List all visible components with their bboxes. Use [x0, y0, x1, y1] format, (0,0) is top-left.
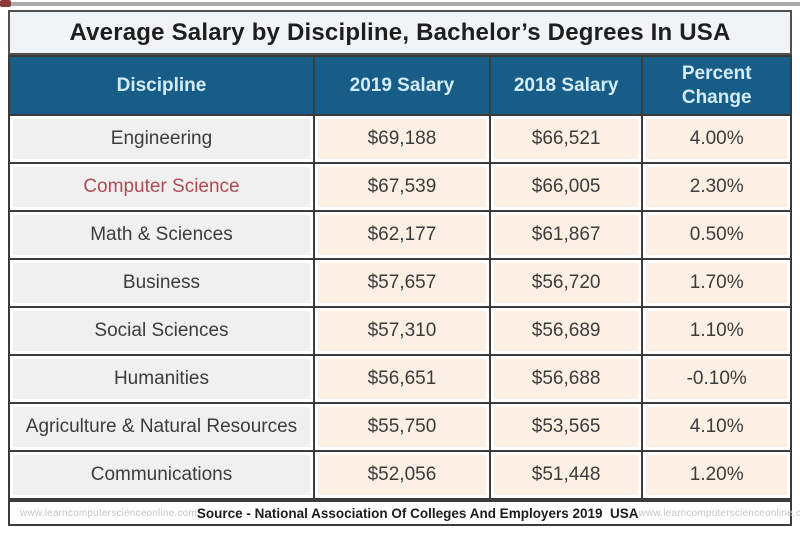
col-header-2019-salary: 2019 Salary	[312, 55, 491, 116]
col-header-percent-change-label: Percent Change	[681, 62, 752, 108]
table-row: Communications $52,056 $51,448 1.20%	[8, 450, 792, 500]
cell-2019-salary: $57,310	[312, 306, 491, 356]
cell-discipline: Communications	[8, 450, 315, 500]
source-bar: www.learncomputerscienceonline.com Sourc…	[8, 500, 800, 526]
corner-artifact	[0, 0, 11, 7]
figure-title-bar: Average Salary by Discipline, Bachelor’s…	[8, 10, 792, 55]
col-header-2019-salary-label: 2019 Salary	[349, 74, 455, 96]
cell-percent-change: 0.50%	[641, 210, 792, 260]
cell-percent-change: 1.10%	[641, 306, 792, 356]
table-row: Social Sciences $57,310 $56,689 1.10%	[8, 306, 792, 356]
cell-discipline: Business	[8, 258, 315, 308]
table-row: Agriculture & Natural Resources $55,750 …	[8, 402, 792, 452]
cell-2019-salary: $57,657	[312, 258, 491, 308]
cell-2019-salary: $69,188	[312, 114, 491, 164]
salary-table-figure: Average Salary by Discipline, Bachelor’s…	[8, 10, 800, 526]
col-header-2018-salary-label: 2018 Salary	[513, 74, 619, 96]
table-row: Computer Science $67,539 $66,005 2.30%	[8, 162, 792, 212]
cell-percent-change: 1.20%	[641, 450, 792, 500]
col-header-discipline: Discipline	[8, 55, 315, 116]
cell-2018-salary: $56,688	[488, 354, 644, 404]
cell-percent-change: 4.00%	[641, 114, 792, 164]
header-row: Discipline 2019 Salary 2018 Salary Perce…	[8, 55, 792, 116]
cell-percent-change: -0.10%	[641, 354, 792, 404]
cell-2018-salary: $53,565	[488, 402, 644, 452]
cell-2018-salary: $61,867	[488, 210, 644, 260]
col-header-percent-change: Percent Change	[641, 55, 792, 116]
top-edge-line	[0, 2, 800, 6]
cell-2018-salary: $66,521	[488, 114, 644, 164]
table-row: Humanities $56,651 $56,688 -0.10%	[8, 354, 792, 404]
table-row: Math & Sciences $62,177 $61,867 0.50%	[8, 210, 792, 260]
cell-discipline: Engineering	[8, 114, 315, 164]
salary-table: Discipline 2019 Salary 2018 Salary Perce…	[8, 55, 792, 500]
watermark-right: www.learncomputerscienceonline.com	[638, 507, 800, 519]
cell-discipline: Math & Sciences	[8, 210, 315, 260]
cell-2019-salary: $52,056	[312, 450, 491, 500]
table-row: Engineering $69,188 $66,521 4.00%	[8, 114, 792, 164]
cell-2019-salary: $56,651	[312, 354, 491, 404]
cell-percent-change: 2.30%	[641, 162, 792, 212]
source-text: Source - National Association Of College…	[196, 505, 639, 521]
cell-2019-salary: $55,750	[312, 402, 491, 452]
cell-2018-salary: $56,689	[488, 306, 644, 356]
cell-discipline: Social Sciences	[8, 306, 315, 356]
cell-2018-salary: $66,005	[488, 162, 644, 212]
cell-2019-salary: $62,177	[312, 210, 491, 260]
table-row: Business $57,657 $56,720 1.70%	[8, 258, 792, 308]
cell-percent-change: 1.70%	[641, 258, 792, 308]
cell-percent-change: 4.10%	[641, 402, 792, 452]
col-header-2018-salary: 2018 Salary	[488, 55, 644, 116]
col-header-discipline-label: Discipline	[116, 74, 207, 96]
cell-discipline: Computer Science	[8, 162, 315, 212]
cell-discipline: Humanities	[8, 354, 315, 404]
cell-2018-salary: $51,448	[488, 450, 644, 500]
cell-2019-salary: $67,539	[312, 162, 491, 212]
cell-discipline: Agriculture & Natural Resources	[8, 402, 315, 452]
cell-2018-salary: $56,720	[488, 258, 644, 308]
figure-title: Average Salary by Discipline, Bachelor’s…	[69, 18, 731, 46]
watermark-left: www.learncomputerscienceonline.com	[20, 507, 197, 519]
